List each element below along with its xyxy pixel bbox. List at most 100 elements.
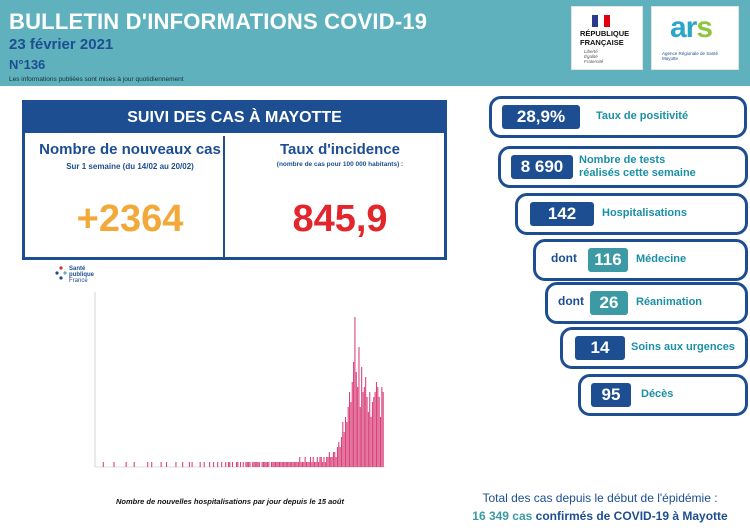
chart-bar bbox=[264, 462, 266, 467]
chart-bar bbox=[350, 402, 352, 467]
chart-bar bbox=[113, 462, 115, 467]
chart-bar bbox=[265, 462, 267, 467]
chart-bar bbox=[125, 462, 127, 467]
chart-bar bbox=[362, 392, 364, 467]
chart-bar bbox=[353, 362, 355, 467]
spf-dot-red bbox=[59, 266, 63, 270]
suivi-cas-panel: SUIVI DES CAS À MAYOTTE Nombre de nouvea… bbox=[22, 100, 447, 260]
hospitalisations-value: 142 bbox=[530, 202, 594, 226]
chart-bar bbox=[323, 457, 325, 467]
chart-bars bbox=[102, 317, 384, 467]
chart-bar bbox=[229, 462, 231, 467]
chart-bar bbox=[221, 462, 223, 467]
chart-bar bbox=[373, 397, 375, 467]
chart-bar bbox=[326, 457, 328, 467]
chart-bar bbox=[284, 462, 286, 467]
chart-bar bbox=[203, 462, 205, 467]
chart-bar bbox=[252, 462, 254, 467]
chart-caption: Nombre de nouvelles hospitalisations par… bbox=[116, 497, 344, 506]
chart-svg: Santé publique France bbox=[55, 266, 385, 468]
chart-bar bbox=[374, 392, 376, 467]
chart-bar bbox=[262, 462, 264, 467]
reanimation-card: dont 26 Réanimation bbox=[545, 282, 748, 324]
chart-bar bbox=[165, 462, 168, 467]
chart-bar bbox=[296, 462, 298, 467]
chart-bar bbox=[377, 387, 379, 467]
tests-label: Nombre de tests réalisés cette semaine bbox=[579, 154, 696, 179]
chart-bar bbox=[327, 457, 329, 467]
chart-bar bbox=[188, 462, 190, 467]
reanimation-value: 26 bbox=[590, 291, 628, 315]
chart-bar bbox=[351, 382, 353, 467]
new-cases-title: Nombre de nouveaux cas bbox=[39, 141, 221, 158]
medecine-label: Médecine bbox=[636, 253, 687, 265]
hospitalisations-chart: Santé publique France bbox=[55, 262, 400, 510]
chart-bar bbox=[266, 462, 268, 467]
rf-title: RÉPUBLIQUE FRANÇAISE bbox=[580, 29, 630, 47]
hospitalisations-card: 142 Hospitalisations bbox=[515, 193, 748, 235]
new-cases-value: +2364 bbox=[76, 198, 184, 240]
medecine-card: dont 116 Médecine bbox=[533, 239, 748, 281]
chart-bar bbox=[249, 462, 251, 467]
new-cases-block: Nombre de nouveaux cas Sur 1 semaine (du… bbox=[30, 141, 230, 171]
spf-text-3: France bbox=[69, 278, 88, 284]
chart-bar bbox=[340, 437, 343, 467]
chart-bar bbox=[349, 392, 351, 467]
chart-bar bbox=[371, 402, 373, 467]
medecine-dont: dont bbox=[551, 251, 577, 265]
chart-bar bbox=[270, 462, 273, 467]
chart-bar bbox=[357, 387, 359, 467]
chart-bar bbox=[283, 462, 285, 467]
chart-bar bbox=[133, 462, 135, 467]
total-rest: confirmés de COVID-19 à Mayotte bbox=[532, 509, 728, 523]
urgences-card: 14 Soins aux urgences bbox=[560, 327, 748, 369]
spf-dot-navy bbox=[59, 276, 63, 280]
chart-bar bbox=[258, 462, 260, 467]
chart-bar bbox=[378, 397, 380, 467]
chart-bar bbox=[311, 462, 313, 467]
bulletin-number: N°136 bbox=[9, 57, 46, 72]
chart-bar bbox=[151, 462, 153, 467]
chart-bar bbox=[213, 462, 215, 467]
chart-bar bbox=[274, 462, 277, 467]
ars-logo: ars Agence Régionale de Santé Mayotte bbox=[651, 6, 739, 70]
chart-bar bbox=[334, 452, 336, 467]
panel-divider bbox=[223, 136, 225, 257]
chart-bar bbox=[231, 462, 234, 467]
chart-bar bbox=[382, 392, 384, 467]
chart-bar bbox=[245, 462, 247, 467]
chart-bar bbox=[379, 417, 382, 467]
medecine-value: 116 bbox=[588, 248, 628, 272]
rf-motto: Liberté Égalité Fraternité bbox=[584, 49, 604, 64]
deces-card: 95 Décès bbox=[578, 374, 748, 416]
chart-bar bbox=[300, 462, 302, 467]
chart-bar bbox=[285, 462, 287, 467]
urgences-label: Soins aux urgences bbox=[631, 341, 735, 353]
new-cases-subtitle: Sur 1 semaine (du 14/02 au 20/02) bbox=[66, 162, 194, 171]
chart-bar bbox=[322, 462, 324, 467]
total-cases: Total des cas depuis le début de l'épidé… bbox=[455, 489, 745, 525]
chart-bar bbox=[242, 462, 244, 467]
chart-bar bbox=[293, 462, 295, 467]
incidence-title: Taux d'incidence bbox=[280, 141, 400, 158]
total-line1: Total des cas depuis le début de l'épidé… bbox=[482, 491, 718, 505]
chart-bar bbox=[253, 462, 255, 467]
chart-bar bbox=[315, 462, 317, 467]
chart-bar bbox=[277, 462, 279, 467]
chart-bar bbox=[199, 462, 201, 467]
deces-value: 95 bbox=[591, 383, 631, 407]
chart-bar bbox=[261, 462, 263, 467]
total-number: 16 349 cas bbox=[472, 509, 533, 523]
chart-bar bbox=[343, 432, 345, 467]
chart-bar bbox=[225, 462, 227, 467]
positivity-card: 28,9% Taux de positivité bbox=[489, 96, 747, 138]
chart-bar bbox=[256, 462, 258, 467]
chart-bar bbox=[354, 317, 356, 467]
spf-text-1: Santé bbox=[69, 266, 86, 272]
chart-bar bbox=[272, 462, 274, 467]
tests-value: 8 690 bbox=[511, 155, 573, 179]
chart-bar bbox=[227, 462, 229, 467]
chart-bar bbox=[331, 457, 333, 467]
chart-bar bbox=[273, 462, 275, 467]
chart-bar bbox=[324, 462, 326, 467]
